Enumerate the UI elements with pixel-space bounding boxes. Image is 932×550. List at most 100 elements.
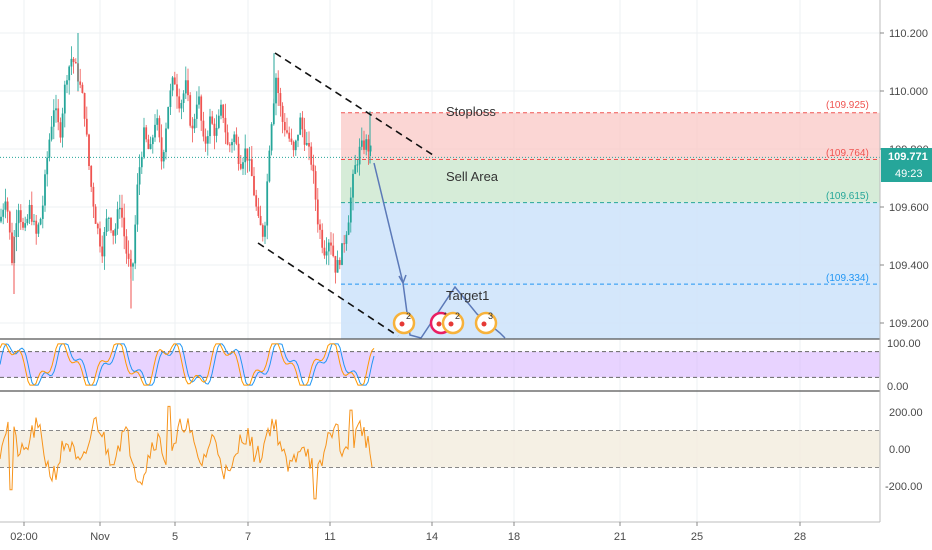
candle-body[interactable] xyxy=(228,144,231,146)
candle-body[interactable] xyxy=(341,243,343,265)
candle-body[interactable] xyxy=(358,146,361,165)
candle-body[interactable] xyxy=(275,77,277,104)
candle-body[interactable] xyxy=(4,201,7,210)
candle-body[interactable] xyxy=(114,228,117,236)
price-axis[interactable]: 110.200110.000109.800109.600109.400109.2… xyxy=(879,0,932,522)
candle-body[interactable] xyxy=(290,138,293,142)
candle-body[interactable] xyxy=(66,80,68,85)
channel-upper-line[interactable] xyxy=(274,52,434,156)
candle-body[interactable] xyxy=(103,231,106,257)
candle-body[interactable] xyxy=(235,134,238,144)
candle-body[interactable] xyxy=(19,210,22,222)
candle-body[interactable] xyxy=(226,132,229,145)
candle-body[interactable] xyxy=(74,62,77,64)
candle-body[interactable] xyxy=(149,144,152,149)
candle-body[interactable] xyxy=(250,159,253,177)
candle-body[interactable] xyxy=(356,164,359,166)
candle-body[interactable] xyxy=(6,201,9,212)
candle-body[interactable] xyxy=(347,222,350,235)
event-marker[interactable]: 3 xyxy=(474,311,498,335)
candle-body[interactable] xyxy=(354,165,357,174)
candle-body[interactable] xyxy=(321,229,324,248)
candle-body[interactable] xyxy=(222,104,225,118)
candle-body[interactable] xyxy=(286,130,288,133)
candle-body[interactable] xyxy=(268,150,271,182)
candle-body[interactable] xyxy=(63,84,66,114)
candle-body[interactable] xyxy=(323,247,326,256)
candle-body[interactable] xyxy=(239,163,242,169)
candle-body[interactable] xyxy=(167,106,170,129)
candle-body[interactable] xyxy=(11,232,13,264)
candle-body[interactable] xyxy=(178,96,181,109)
candle-body[interactable] xyxy=(116,209,119,229)
candle-body[interactable] xyxy=(121,207,123,218)
candle-body[interactable] xyxy=(92,186,95,207)
candle-body[interactable] xyxy=(41,205,44,219)
candle-body[interactable] xyxy=(81,84,84,93)
candle-body[interactable] xyxy=(136,184,139,225)
candle-body[interactable] xyxy=(242,162,244,169)
candle-body[interactable] xyxy=(330,242,332,246)
candle-body[interactable] xyxy=(0,216,2,222)
candle-body[interactable] xyxy=(204,136,207,144)
candle-body[interactable] xyxy=(349,197,352,223)
candle-body[interactable] xyxy=(217,115,220,128)
candle-body[interactable] xyxy=(327,242,330,252)
stoch-d-line[interactable] xyxy=(0,343,375,386)
cci-line[interactable] xyxy=(0,405,373,500)
candle-body[interactable] xyxy=(127,253,130,259)
candle-body[interactable] xyxy=(15,223,18,238)
candle-body[interactable] xyxy=(162,152,165,162)
candle-body[interactable] xyxy=(22,221,24,228)
candle-body[interactable] xyxy=(261,225,264,237)
candle-body[interactable] xyxy=(138,167,141,185)
candle-body[interactable] xyxy=(143,127,145,157)
candle-body[interactable] xyxy=(50,126,53,140)
candle-body[interactable] xyxy=(39,218,42,225)
candle-body[interactable] xyxy=(107,217,110,219)
candle-body[interactable] xyxy=(154,124,156,138)
candle-body[interactable] xyxy=(94,206,97,224)
candle-body[interactable] xyxy=(70,58,73,67)
price-pane[interactable]: Stoploss Sell Area Target1 (109.925) (10… xyxy=(0,33,880,339)
candle-body[interactable] xyxy=(24,223,27,228)
candle-body[interactable] xyxy=(184,80,187,94)
candle-body[interactable] xyxy=(363,140,365,150)
event-marker[interactable]: 2 xyxy=(441,311,465,335)
candle-body[interactable] xyxy=(292,141,295,151)
candle-body[interactable] xyxy=(314,171,317,200)
candle-body[interactable] xyxy=(101,246,104,257)
candle-body[interactable] xyxy=(206,136,209,144)
candle-body[interactable] xyxy=(308,142,310,147)
candle-body[interactable] xyxy=(33,220,35,222)
candle-body[interactable] xyxy=(30,204,33,222)
candle-body[interactable] xyxy=(189,95,192,126)
candle-body[interactable] xyxy=(191,125,194,129)
candle-body[interactable] xyxy=(253,176,255,196)
candle-body[interactable] xyxy=(266,181,269,226)
candle-body[interactable] xyxy=(17,210,20,224)
candle-body[interactable] xyxy=(336,260,339,273)
candle-body[interactable] xyxy=(248,159,251,161)
candle-body[interactable] xyxy=(72,58,75,63)
candle-body[interactable] xyxy=(244,148,247,163)
candle-body[interactable] xyxy=(231,142,233,146)
candle-body[interactable] xyxy=(288,132,291,139)
candle-body[interactable] xyxy=(55,108,57,111)
candle-body[interactable] xyxy=(145,127,148,140)
candle-body[interactable] xyxy=(176,84,178,97)
candle-body[interactable] xyxy=(237,143,240,164)
candle-body[interactable] xyxy=(123,217,126,237)
candle-body[interactable] xyxy=(59,122,62,138)
candle-body[interactable] xyxy=(312,164,315,172)
candle-body[interactable] xyxy=(57,108,60,123)
channel-lower-line[interactable] xyxy=(257,242,399,337)
cci-pane[interactable] xyxy=(0,405,880,500)
candle-body[interactable] xyxy=(301,117,304,130)
candle-body[interactable] xyxy=(303,129,306,145)
candle-body[interactable] xyxy=(211,116,214,124)
candle-body[interactable] xyxy=(319,224,321,230)
candle-body[interactable] xyxy=(165,128,167,153)
candle-body[interactable] xyxy=(134,224,137,264)
candle-body[interactable] xyxy=(283,121,286,131)
